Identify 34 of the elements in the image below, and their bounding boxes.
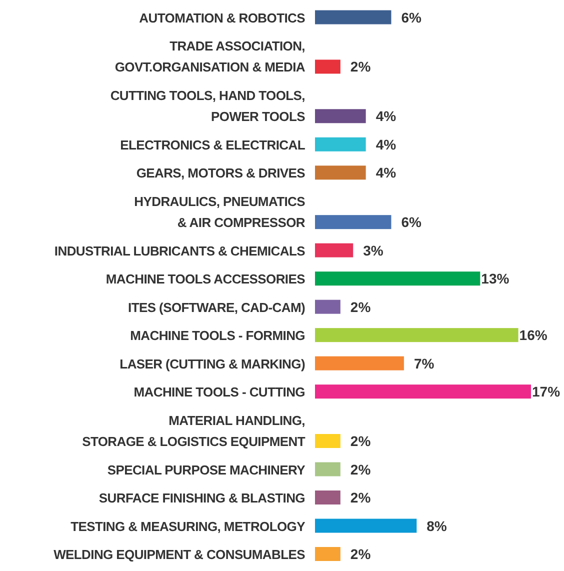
data-label: 17% [532, 384, 561, 400]
y-tick-label: WELDING EQUIPMENT & CONSUMABLES [54, 547, 306, 562]
data-label: 2% [350, 58, 372, 75]
y-tick-label: SURFACE FINISHING & BLASTING [98, 490, 306, 506]
y-tick-label: MACHINE TOOLS ACCESSORIES [106, 272, 306, 287]
y-tick-label: LASER (CUTTING & MARKING) [120, 356, 305, 372]
y-tick-label: GEARS, MOTORS & DRIVES [136, 166, 306, 181]
y-tick-label: SPECIAL PURPOSE MACHINERY [107, 462, 306, 478]
data-label: 2% [350, 433, 372, 449]
y-tick-label: INDUSTRIAL LUBRICANTS & CHEMICALS [54, 243, 306, 258]
data-label: 6% [401, 214, 422, 230]
data-label: 13% [481, 270, 510, 287]
data-label: 2% [350, 298, 372, 315]
y-tick-label: TRADE ASSOCIATION, GOVT.ORGANISATION & MEDIA [114, 38, 306, 75]
y-tick-label: CUTTING TOOLS, HAND TOOLS, POWER TOOLS [110, 88, 306, 124]
data-label: 7% [414, 355, 435, 372]
y-tick-label: HYDRAULICS, PNEUMATICS & AIR COMPRESSOR [134, 194, 306, 230]
data-label: 4% [376, 136, 397, 152]
data-label: 6% [401, 9, 422, 26]
data-label: 4% [376, 164, 397, 181]
data-label: 3% [363, 242, 384, 258]
data-label: 2% [350, 490, 372, 506]
y-tick-label: ELECTRONICS & ELECTRICAL [120, 137, 306, 152]
data-label: 2% [350, 546, 372, 562]
data-label: 2% [350, 461, 372, 478]
data-label: 8% [426, 518, 448, 534]
data-label: 16% [519, 327, 548, 344]
y-tick-label: ITES (SOFTWARE, CAD-CAM) [128, 300, 305, 315]
y-tick-label: TESTING & MEASURING, METROLOGY [70, 518, 306, 534]
y-tick-label: MACHINE TOOLS - FORMING [130, 328, 306, 344]
y-tick-label: MATERIAL HANDLING, STORAGE & LOGISTICS EQUIPMENT [82, 413, 306, 449]
y-tick-label: AUTOMATION & ROBOTICS [139, 10, 306, 26]
data-label: 4% [376, 108, 397, 124]
y-tick-label: MACHINE TOOLS - CUTTING [134, 384, 306, 400]
